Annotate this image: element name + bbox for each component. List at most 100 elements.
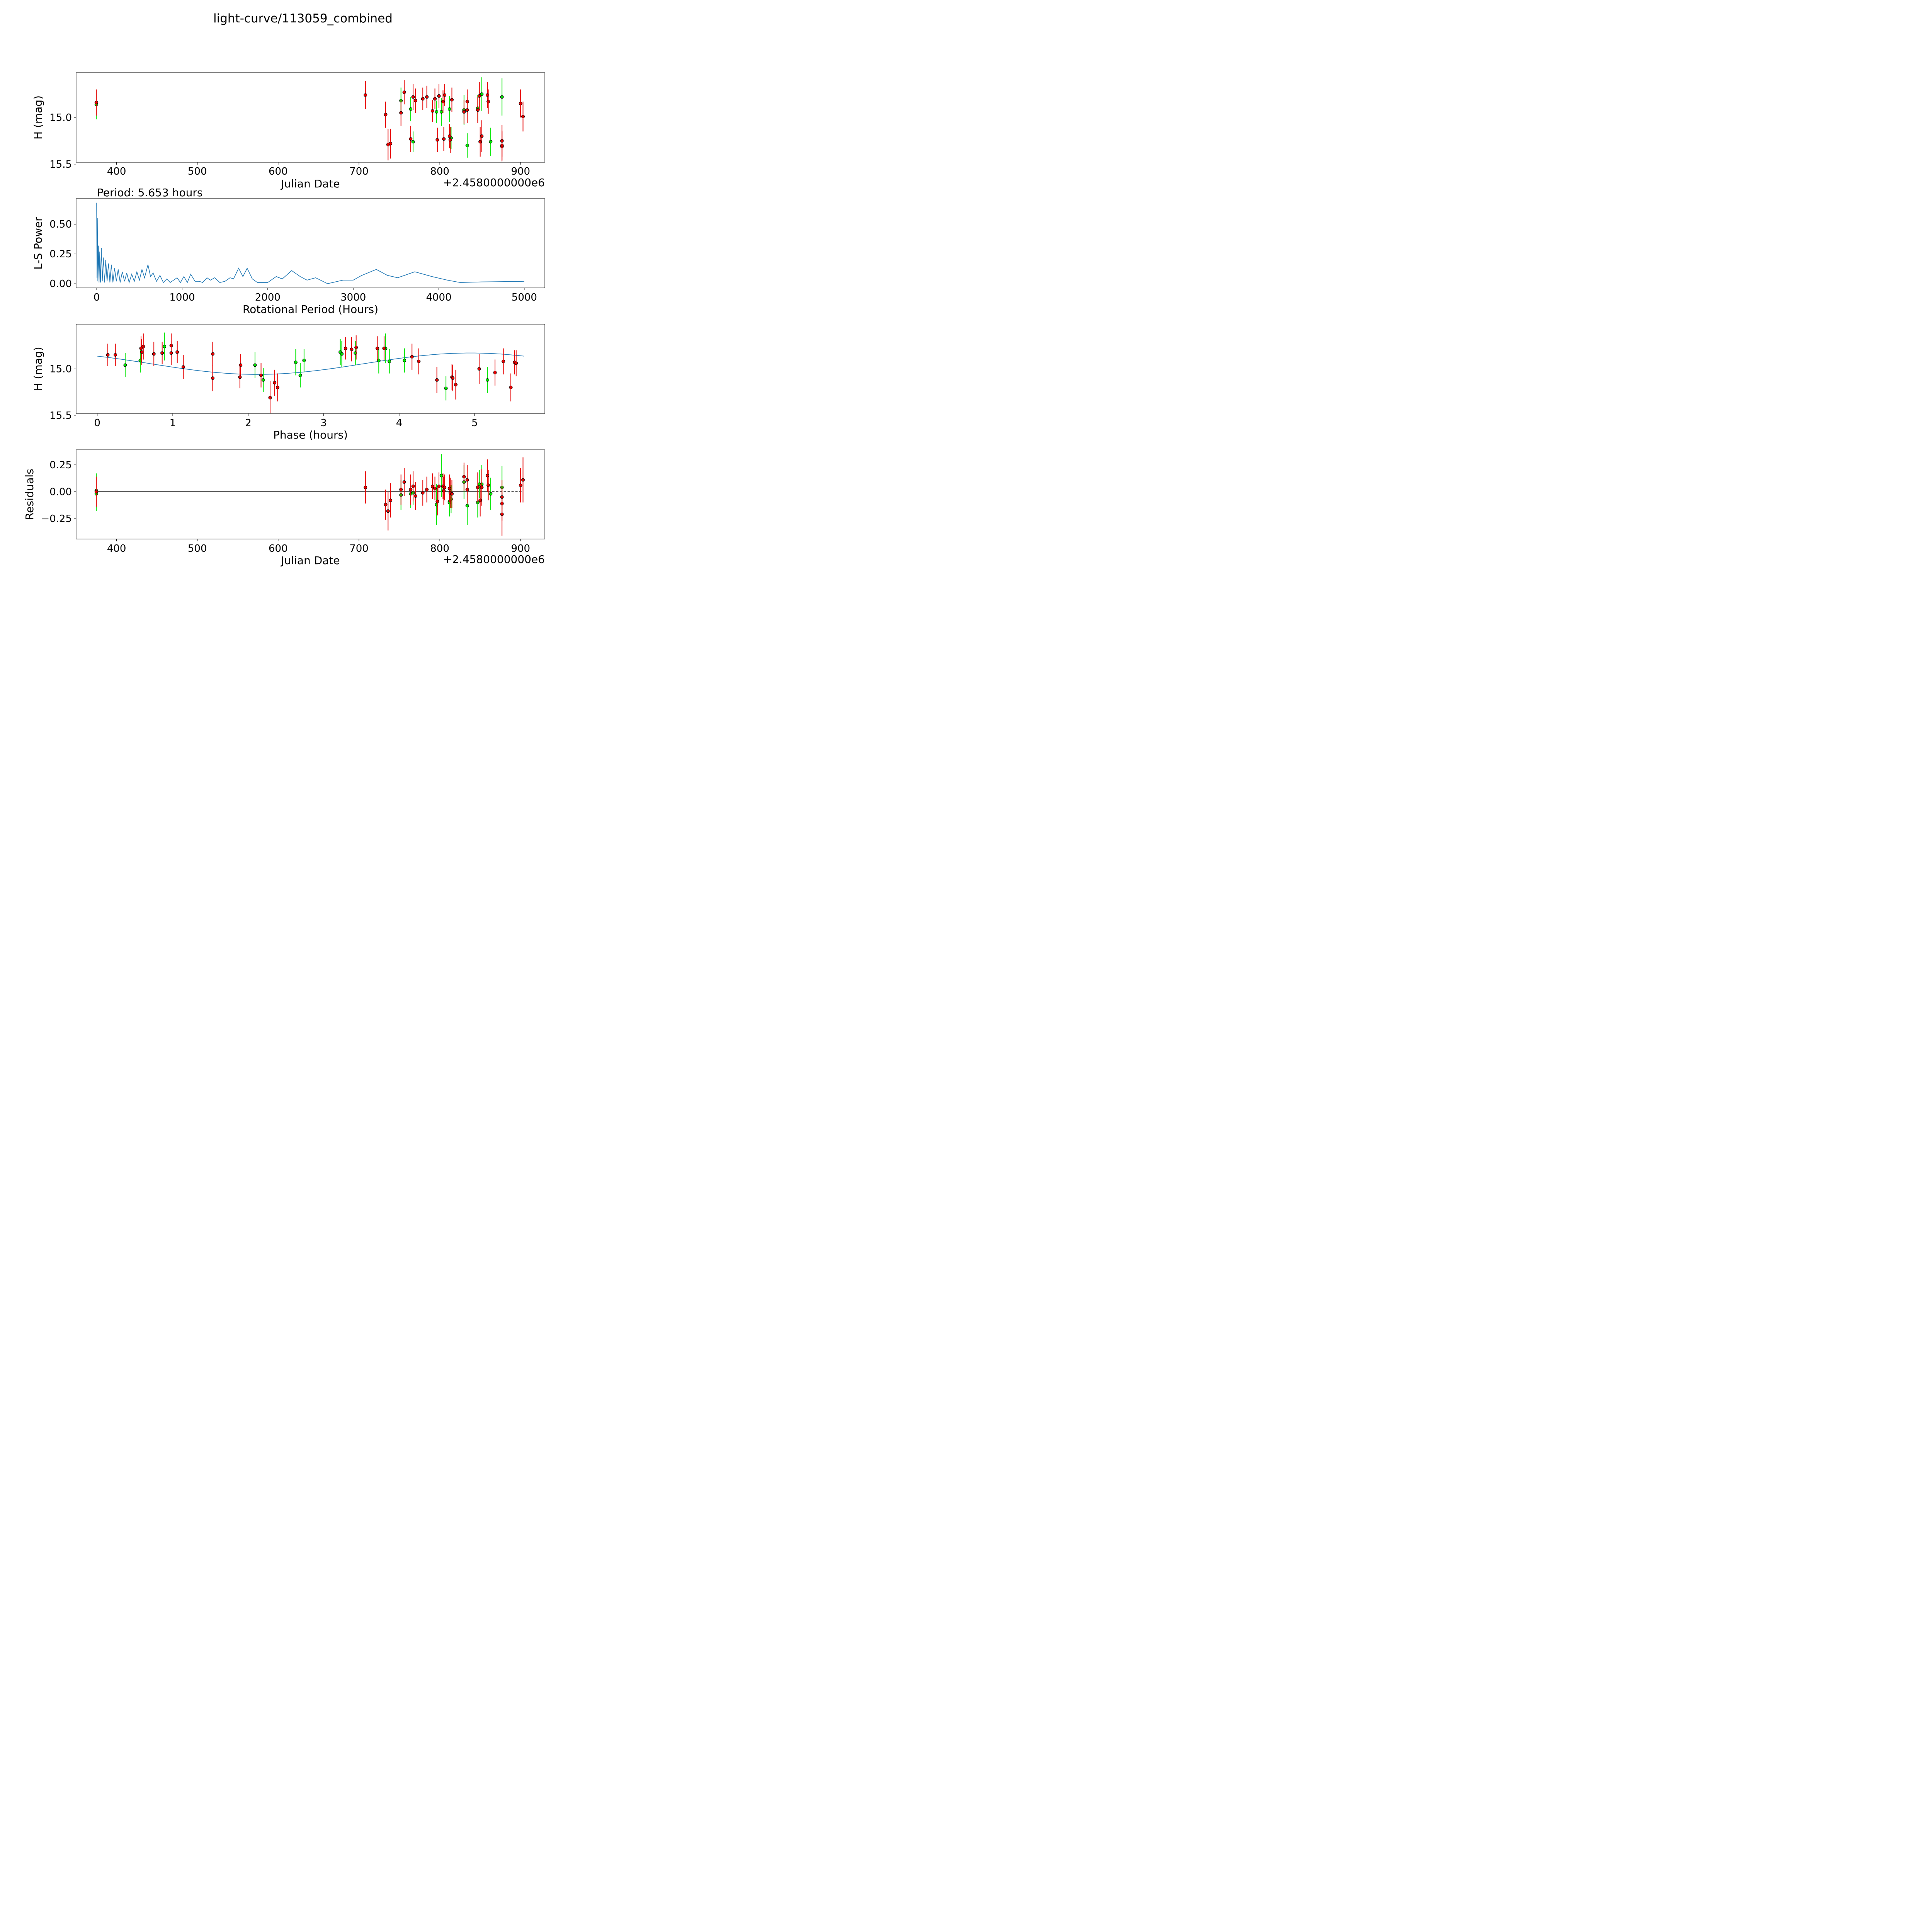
red-data-point [500, 512, 504, 516]
red-data-point [410, 355, 414, 359]
red-data-point [447, 486, 451, 490]
green-data-point [489, 140, 493, 144]
red-data-point [437, 94, 441, 98]
axes-frame [76, 198, 545, 288]
x-offset-label: +2.4580000000e6 [443, 553, 545, 566]
red-data-point [476, 108, 480, 112]
red-data-point [413, 494, 417, 498]
y-axis-label: H (mag) [32, 347, 44, 391]
red-data-point [402, 480, 406, 484]
red-data-point [448, 138, 452, 142]
red-data-point [486, 100, 490, 104]
red-data-point [435, 138, 439, 142]
red-data-point [435, 378, 439, 382]
red-data-point [421, 97, 425, 101]
red-data-point [486, 483, 490, 487]
red-data-point [425, 95, 429, 99]
red-data-point [375, 347, 379, 350]
red-data-point [493, 371, 497, 374]
green-data-point [298, 373, 302, 377]
red-data-point [239, 363, 243, 367]
red-data-point [465, 100, 469, 104]
period-annotation: Period: 5.653 hours [97, 186, 202, 199]
red-data-point [519, 102, 522, 105]
axes-frame [76, 449, 545, 539]
red-data-point [462, 475, 466, 479]
green-data-point [465, 144, 469, 147]
y-axis-label: Residuals [23, 469, 36, 520]
figure: light-curve/113059_combined 400 500 600 700… [0, 0, 597, 597]
x-tick-label: 2000 [255, 292, 281, 303]
green-data-point [465, 504, 469, 508]
x-tick-label: 5 [471, 417, 478, 429]
green-data-point [253, 363, 257, 367]
red-data-point [399, 488, 403, 492]
red-data-point [344, 347, 347, 350]
green-data-point [403, 359, 406, 362]
green-data-point [388, 359, 391, 363]
figure-canvas: light-curve/113059_combined 400 500 600 700… [0, 0, 597, 597]
x-tick-label: 4 [396, 417, 403, 429]
green-data-point [340, 352, 344, 356]
x-tick-label: 1 [170, 417, 176, 429]
green-data-point [302, 359, 306, 362]
x-tick-label: 500 [188, 166, 207, 177]
red-data-point [259, 373, 263, 377]
red-data-point [447, 134, 451, 138]
red-data-point [442, 489, 446, 493]
red-data-point [443, 485, 447, 489]
red-data-point [509, 386, 513, 389]
red-data-point [181, 365, 185, 369]
red-data-point [465, 108, 469, 112]
red-data-point [486, 474, 490, 478]
red-data-point [421, 491, 425, 495]
red-data-point [211, 376, 215, 380]
x-tick-label: 1000 [169, 292, 195, 303]
red-data-point [450, 98, 454, 102]
green-data-point [294, 361, 298, 364]
red-data-point [478, 94, 481, 98]
red-data-point [386, 509, 390, 513]
red-data-point [435, 500, 439, 503]
red-data-point [94, 100, 98, 104]
y-tick-label: 0.25 [49, 248, 72, 260]
red-data-point [417, 359, 421, 363]
x-tick-label: 500 [188, 543, 207, 554]
periodogram-line [96, 202, 524, 284]
red-data-point [450, 492, 454, 496]
y-tick-label: 15.0 [49, 112, 72, 124]
red-data-point [389, 142, 393, 146]
red-data-point [276, 386, 280, 389]
red-data-point [399, 111, 403, 115]
x-tick-label: 600 [269, 543, 288, 554]
green-data-point [377, 359, 381, 362]
green-data-point [411, 140, 415, 144]
red-data-point [480, 485, 484, 489]
x-tick-label: 0 [94, 292, 100, 303]
red-data-point [476, 485, 480, 489]
red-data-point [114, 353, 117, 357]
x-tick-label: 900 [511, 166, 530, 177]
red-data-point [443, 93, 447, 97]
green-data-point [439, 474, 443, 478]
green-data-point [163, 345, 167, 349]
x-tick-label: 4000 [426, 292, 451, 303]
red-data-point [169, 344, 173, 347]
red-data-point [500, 502, 504, 505]
red-data-point [521, 115, 525, 119]
x-axis-label: Julian Date [280, 554, 340, 567]
red-data-point [354, 345, 358, 349]
red-data-point [477, 367, 481, 371]
y-tick-label: 15.0 [49, 364, 72, 375]
x-axis-label: Rotational Period (Hours) [243, 303, 378, 316]
y-tick-label: 0.50 [49, 219, 72, 230]
green-data-point [500, 95, 504, 99]
red-data-point [141, 345, 145, 349]
green-data-point [480, 92, 484, 96]
x-tick-label: 3000 [340, 292, 366, 303]
figure-title: light-curve/113059_combined [213, 12, 393, 26]
x-tick-label: 400 [107, 166, 126, 177]
x-axis-label: Phase (hours) [273, 429, 348, 441]
axes-frame [76, 72, 545, 163]
y-tick-label: 15.5 [49, 410, 72, 422]
